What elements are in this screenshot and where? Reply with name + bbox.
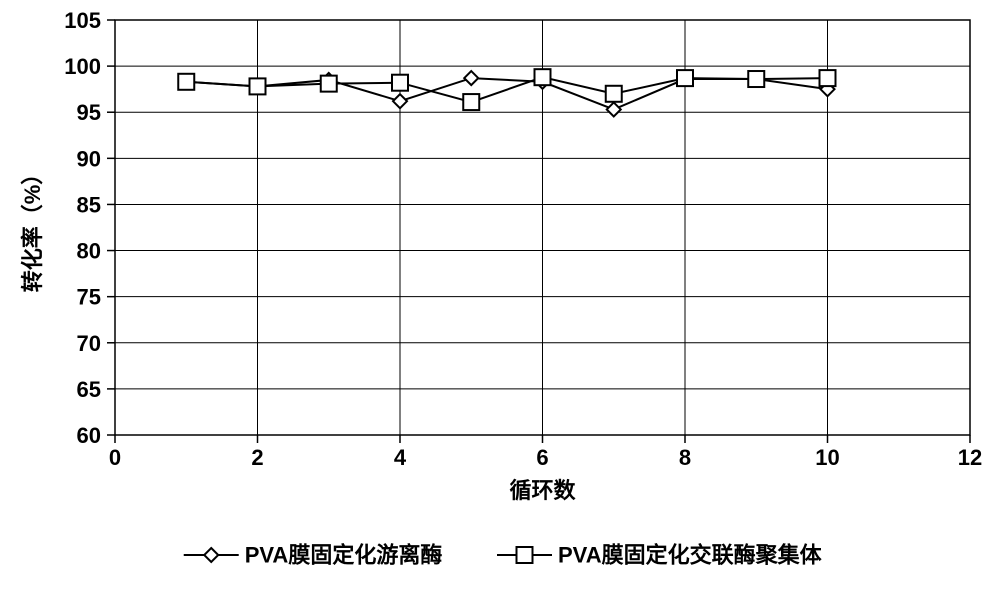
chart-container: 0 2 4 6 8 10 12 60 65 70 75 80 85 90 95 100 105 循环数 转化率（%）…	[0, 0, 1000, 601]
line-chart: 0 2 4 6 8 10 12 60 65 70 75 80 85 90 95 100 105 循环数 转化率（%）…	[0, 0, 1000, 601]
x-axis-label: 循环数	[509, 478, 576, 503]
legend-label: PVA膜固定化游离酶	[245, 543, 443, 568]
y-tick-label: 60	[77, 423, 101, 448]
legend-label: PVA膜固定化交联酶聚集体	[558, 543, 823, 568]
y-axis-label: 转化率（%）	[20, 163, 45, 293]
y-tick-label: 65	[77, 377, 101, 402]
y-tick-label: 100	[64, 54, 101, 79]
x-tick-label: 4	[394, 445, 407, 470]
x-tick-label: 2	[251, 445, 263, 470]
x-tick-label: 10	[815, 445, 839, 470]
legend-item: PVA膜固定化交联酶聚集体	[497, 543, 823, 568]
y-tick-label: 90	[77, 146, 101, 171]
y-tick-label: 75	[77, 285, 101, 310]
y-tick-label: 70	[77, 331, 101, 356]
y-tick-label: 85	[77, 192, 101, 217]
legend-item: PVA膜固定化游离酶	[184, 543, 443, 568]
x-tick-label: 8	[679, 445, 691, 470]
x-tick-label: 0	[109, 445, 121, 470]
y-tick-label: 95	[77, 100, 101, 125]
y-tick-label: 105	[64, 8, 101, 33]
x-tick-label: 6	[536, 445, 548, 470]
x-tick-label: 12	[958, 445, 982, 470]
y-tick-label: 80	[77, 239, 101, 264]
